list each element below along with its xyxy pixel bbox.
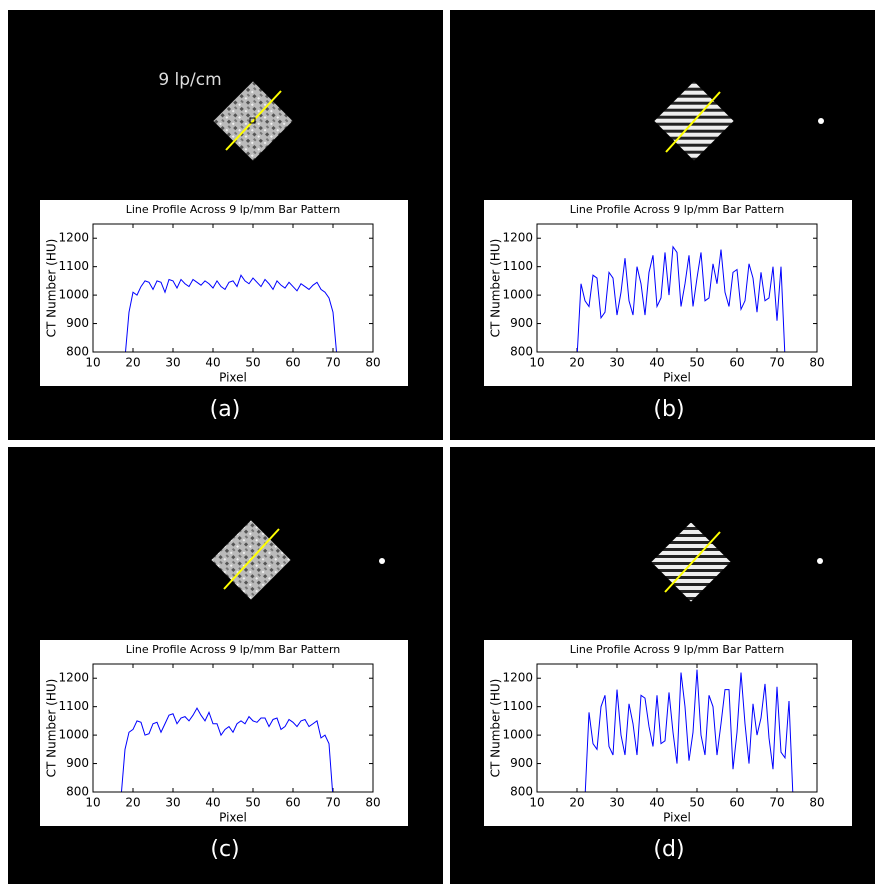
x-tick-label: 30 — [165, 356, 180, 370]
chart: Line Profile Across 9 lp/mm Bar Pattern P… — [40, 200, 408, 422]
y-tick-label: 800 — [66, 345, 89, 359]
chart: Line Profile Across 9 lp/mm Bar Pattern P… — [484, 200, 852, 422]
data-line — [124, 274, 338, 352]
x-tick-label: 50 — [689, 356, 704, 370]
x-tick-label: 70 — [769, 356, 784, 370]
y-tick-label: 1100 — [58, 699, 89, 713]
x-tick-label: 20 — [125, 796, 140, 810]
y-tick-label: 900 — [510, 756, 533, 770]
y-tick-label: 1000 — [58, 288, 89, 302]
panel-label: (c) — [210, 837, 239, 862]
data-line — [576, 245, 786, 352]
chart: Line Profile Across 9 lp/mm Bar Pattern P… — [484, 640, 852, 862]
data-line — [120, 707, 334, 792]
x-tick-label: 20 — [569, 356, 584, 370]
plot-frame — [92, 223, 374, 353]
y-tick-label: 1100 — [58, 259, 89, 273]
panel-label: (d) — [653, 837, 684, 862]
x-tick-label: 10 — [529, 796, 544, 810]
y-tick-label: 1200 — [502, 231, 533, 245]
chart-title: Line Profile Across 9 lp/mm Bar Pattern — [126, 203, 341, 216]
x-tick-label: 80 — [365, 356, 380, 370]
chart: Line Profile Across 9 lp/mm Bar Pattern P… — [40, 640, 408, 862]
x-tick-label: 40 — [649, 356, 664, 370]
roi — [249, 117, 256, 124]
x-tick-label: 20 — [569, 796, 584, 810]
chart-bg — [40, 640, 408, 826]
x-tick-label: 30 — [609, 356, 624, 370]
panel-label: (b) — [653, 397, 684, 422]
plot-frame — [92, 663, 374, 793]
x-tick-label: 30 — [165, 796, 180, 810]
y-tick-label: 900 — [66, 756, 89, 770]
x-axis-label: Pixel — [663, 371, 691, 385]
y-tick-label: 900 — [510, 316, 533, 330]
y-tick-label: 800 — [510, 345, 533, 359]
x-tick-label: 40 — [205, 796, 220, 810]
dot — [818, 118, 824, 124]
data-line — [584, 669, 794, 792]
x-axis-label: Pixel — [219, 811, 247, 825]
profile-line — [665, 91, 721, 153]
dot — [379, 558, 385, 564]
x-tick-label: 50 — [689, 796, 704, 810]
profile-line — [225, 90, 282, 151]
x-tick-label: 70 — [325, 356, 340, 370]
x-tick-label: 40 — [649, 796, 664, 810]
x-tick-label: 80 — [809, 356, 824, 370]
x-tick-label: 60 — [285, 356, 300, 370]
chart-title: Line Profile Across 9 lp/mm Bar Pattern — [570, 643, 785, 656]
panel-label: (a) — [210, 397, 241, 422]
x-tick-label: 80 — [809, 796, 824, 810]
y-tick-label: 1000 — [502, 728, 533, 742]
y-axis-label: CT Number (HU) — [45, 679, 59, 778]
y-tick-label: 1000 — [502, 288, 533, 302]
x-tick-label: 70 — [769, 796, 784, 810]
x-axis-label: Pixel — [219, 371, 247, 385]
x-tick-label: 60 — [285, 796, 300, 810]
x-tick-label: 60 — [729, 796, 744, 810]
y-tick-label: 1100 — [502, 699, 533, 713]
chart-title: Line Profile Across 9 lp/mm Bar Pattern — [126, 643, 341, 656]
x-tick-label: 50 — [245, 796, 260, 810]
y-tick-label: 1200 — [58, 231, 89, 245]
y-tick-label: 1000 — [58, 728, 89, 742]
x-tick-label: 10 — [85, 356, 100, 370]
x-tick-label: 60 — [729, 356, 744, 370]
y-axis-label: CT Number (HU) — [45, 239, 59, 338]
x-tick-label: 30 — [609, 796, 624, 810]
y-tick-label: 1200 — [502, 671, 533, 685]
dot — [817, 558, 823, 564]
plot-frame — [536, 223, 818, 353]
x-tick-label: 80 — [365, 796, 380, 810]
annotation: 9 lp/cm — [158, 70, 221, 90]
y-axis-label: CT Number (HU) — [489, 239, 503, 338]
y-tick-label: 1200 — [58, 671, 89, 685]
plot-frame — [536, 663, 818, 793]
profile-line — [223, 528, 280, 590]
x-tick-label: 70 — [325, 796, 340, 810]
y-tick-label: 800 — [510, 785, 533, 799]
chart-bg — [40, 200, 408, 386]
chart-bg — [484, 200, 852, 386]
x-tick-label: 50 — [245, 356, 260, 370]
y-axis-label: CT Number (HU) — [489, 679, 503, 778]
y-tick-label: 800 — [66, 785, 89, 799]
profile-line — [664, 531, 721, 593]
chart-title: Line Profile Across 9 lp/mm Bar Pattern — [570, 203, 785, 216]
y-tick-label: 1100 — [502, 259, 533, 273]
x-tick-label: 10 — [85, 796, 100, 810]
x-tick-label: 20 — [125, 356, 140, 370]
x-tick-label: 40 — [205, 356, 220, 370]
x-axis-label: Pixel — [663, 811, 691, 825]
x-tick-label: 10 — [529, 356, 544, 370]
y-tick-label: 900 — [66, 316, 89, 330]
